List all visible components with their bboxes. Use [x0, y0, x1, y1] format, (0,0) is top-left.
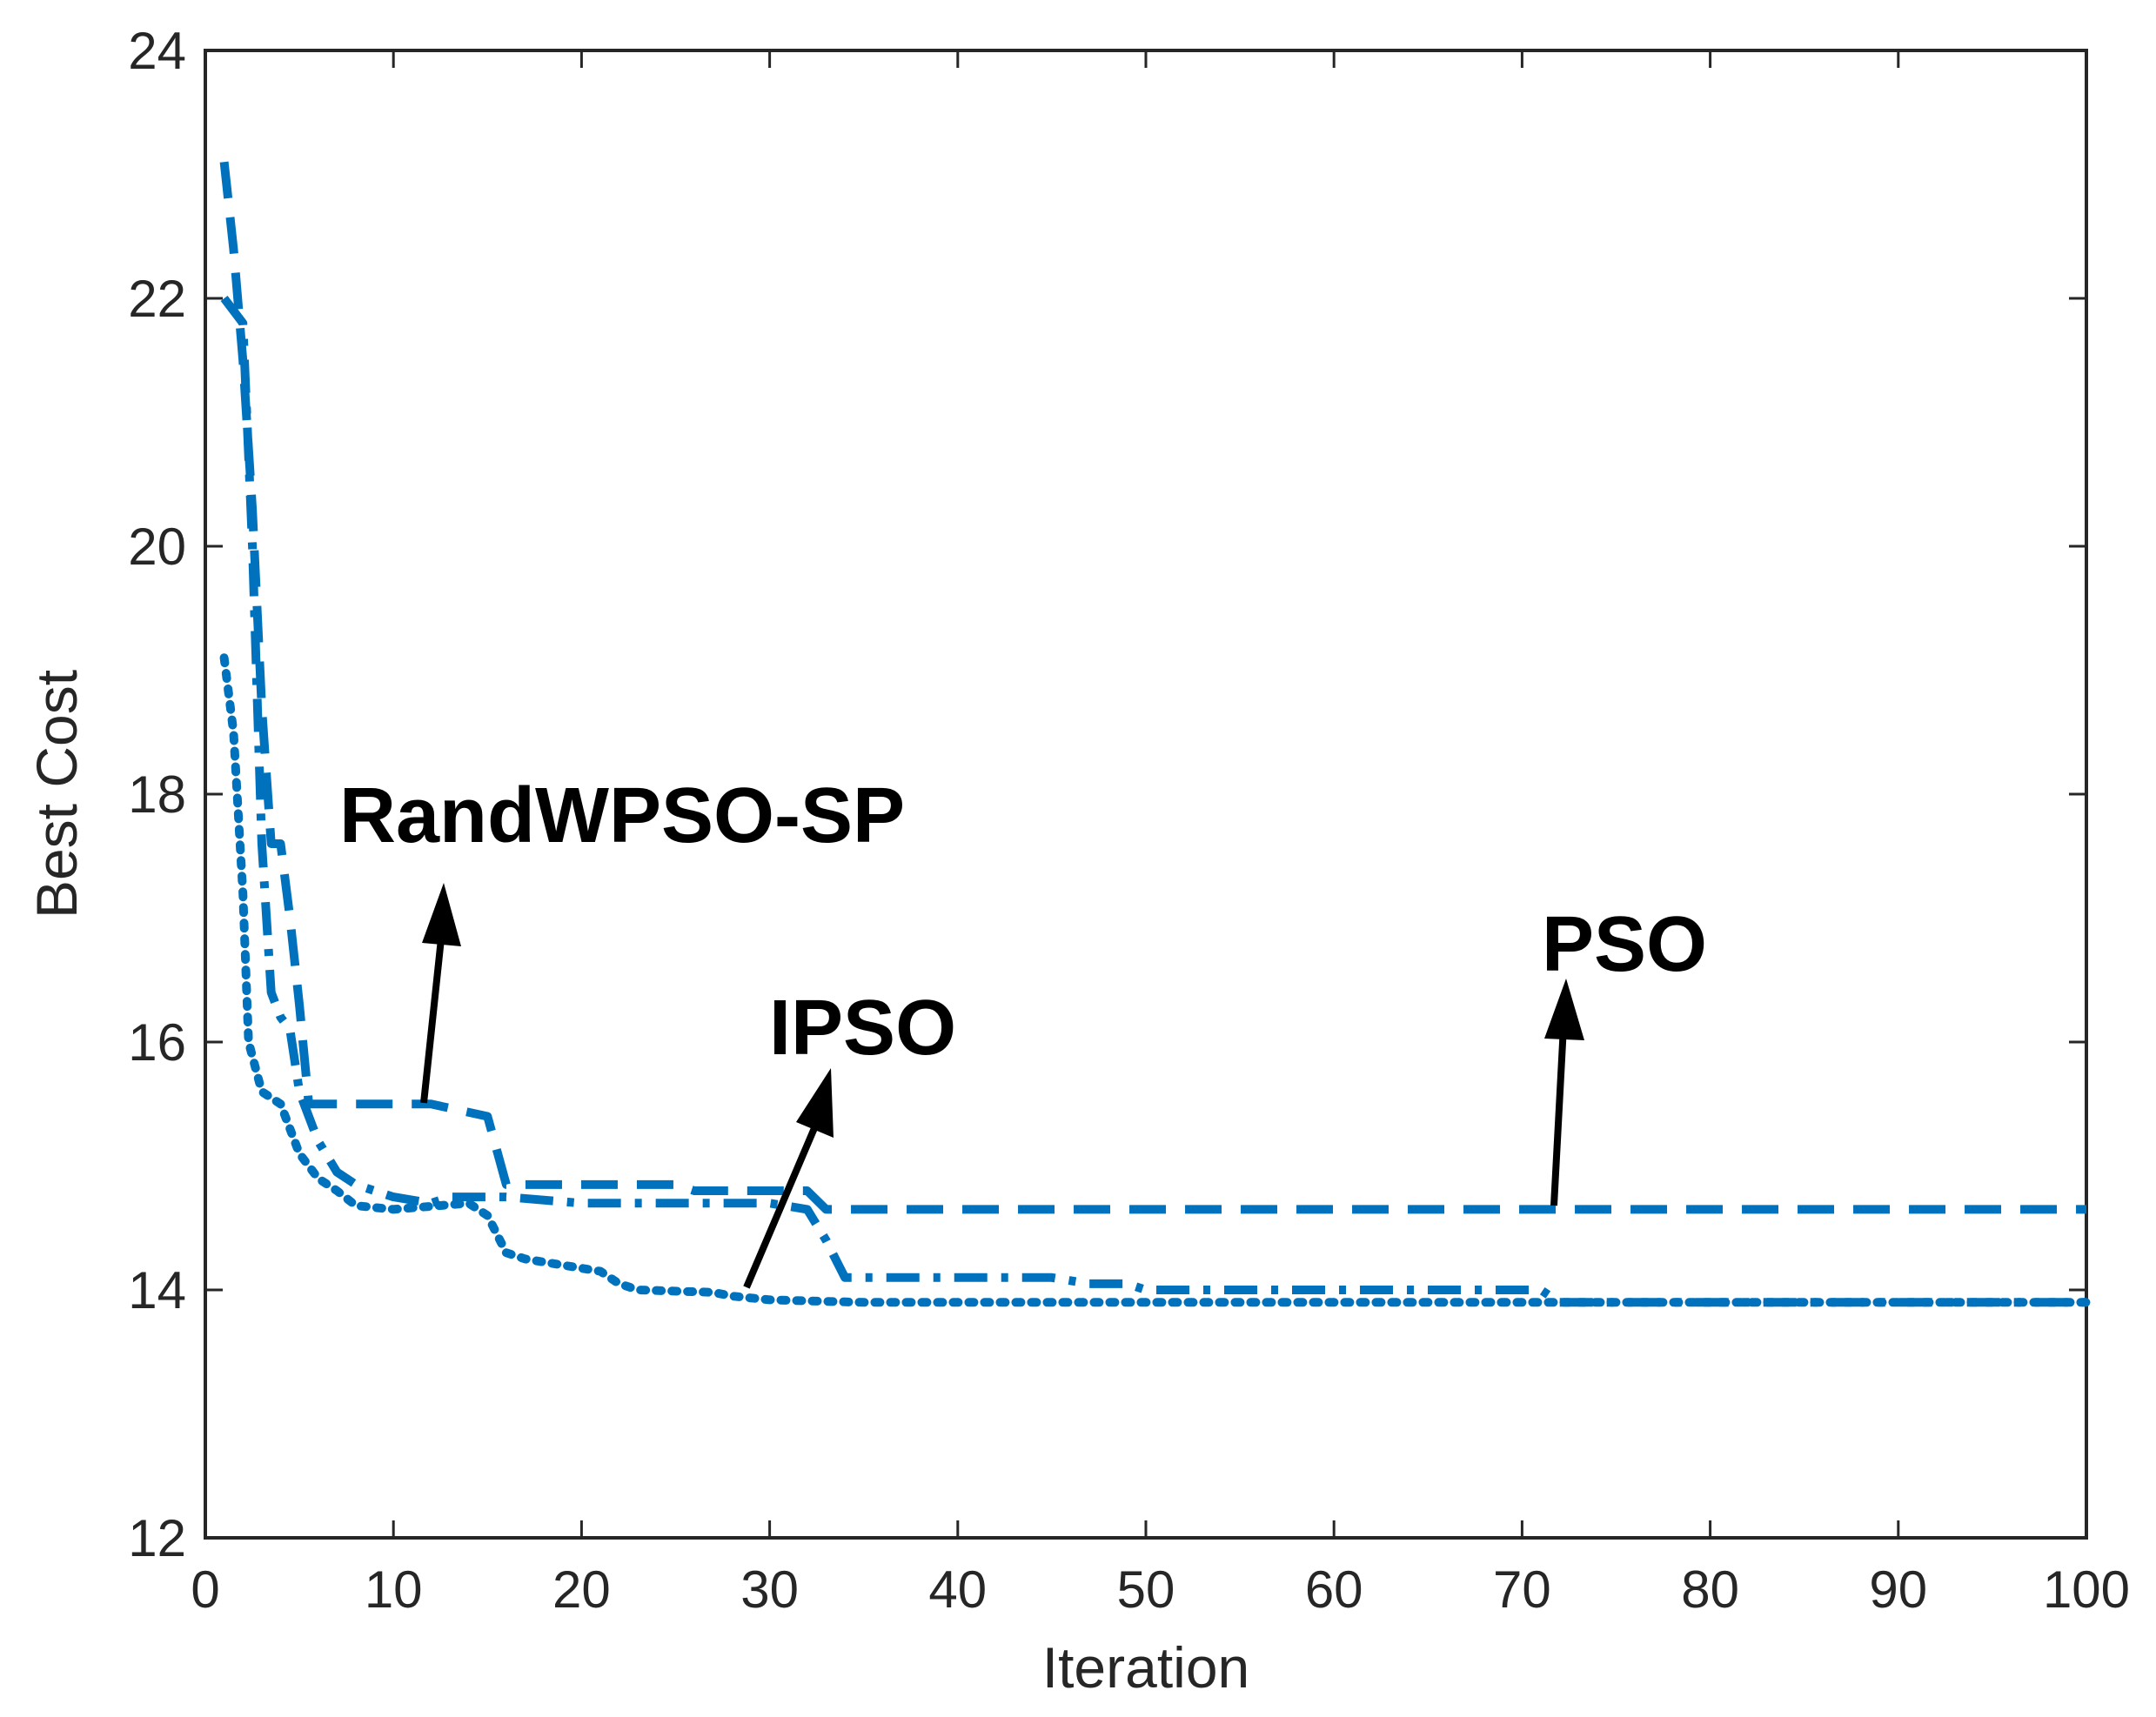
y-tick-label: 16 — [128, 1013, 186, 1072]
x-tick-label: 60 — [1305, 1560, 1363, 1619]
arrowhead-ipso — [796, 1068, 834, 1138]
x-tick-label: 30 — [740, 1560, 799, 1619]
arrow-randwpso-sp — [420, 930, 445, 1104]
x-tick-label: 0 — [191, 1560, 219, 1619]
y-tick-label: 24 — [128, 22, 186, 80]
arrow-pso — [1550, 1026, 1567, 1206]
series-line-ipso — [219, 653, 2091, 1307]
annotations: RandWPSO-SP IPSO PSO — [339, 772, 1707, 1289]
x-tick-label: 100 — [2043, 1560, 2130, 1619]
series-line-randwpso-sp — [220, 295, 2086, 1307]
x-tick-label: 90 — [1869, 1560, 1927, 1619]
y-tick-label: 22 — [128, 270, 186, 328]
x-tick-label: 70 — [1493, 1560, 1551, 1619]
x-tick-label: 10 — [365, 1560, 423, 1619]
y-tick-label: 20 — [128, 518, 186, 576]
y-axis-label: Best Cost — [24, 670, 89, 919]
axes: 0 10 20 30 40 50 60 70 80 90 100 12 14 16 18 20 22 24 Iter… — [24, 22, 2130, 1700]
arrowhead-pso — [1544, 979, 1584, 1040]
series-line-pso — [219, 161, 2086, 1214]
arrowhead-randwpso-sp — [422, 883, 461, 946]
x-tick-label: 20 — [552, 1560, 611, 1619]
annotation-randwpso-sp: RandWPSO-SP — [339, 772, 905, 859]
annotation-ipso: IPSO — [769, 985, 956, 1072]
x-axis-label: Iteration — [1042, 1635, 1249, 1700]
series-layer — [219, 161, 2091, 1307]
x-tick-label: 50 — [1117, 1560, 1175, 1619]
y-tick-label: 18 — [128, 765, 186, 824]
x-tick-label: 40 — [928, 1560, 987, 1619]
annotation-pso: PSO — [1542, 901, 1707, 988]
arrow-ipso — [743, 1120, 820, 1289]
y-tick-label: 14 — [128, 1261, 186, 1319]
x-tick-label: 80 — [1681, 1560, 1739, 1619]
y-tick-label: 12 — [128, 1509, 186, 1567]
